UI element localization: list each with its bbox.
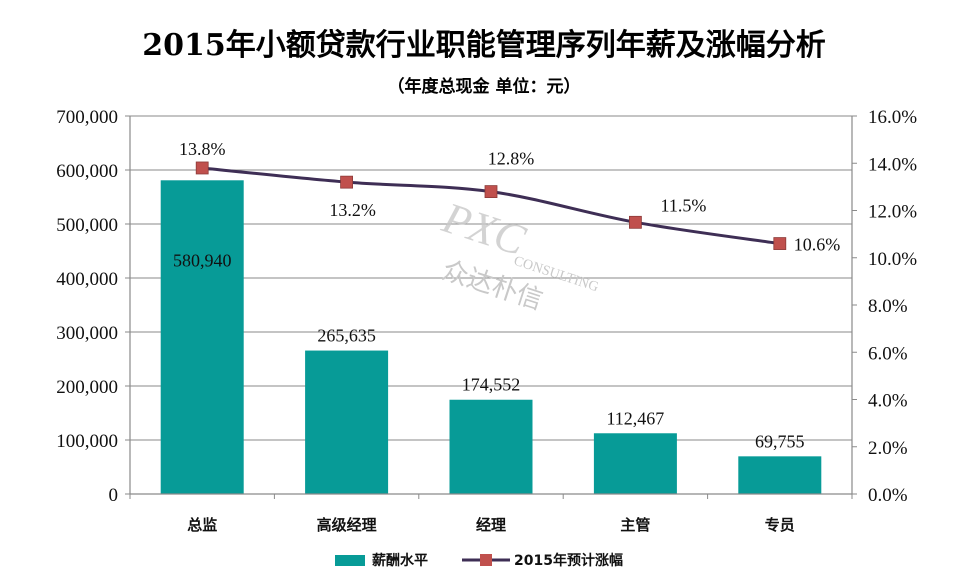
line-marker-0 (195, 161, 209, 175)
chart-title: 2015年小额贷款行业职能管理序列年薪及涨幅分析 (142, 28, 826, 63)
bar-value-label-3: 112,467 (606, 408, 664, 428)
line-value-label-4: 10.6% (794, 235, 841, 255)
y-right-tick-label-4: 8.0% (868, 296, 908, 317)
bar-value-label-2: 174,552 (462, 375, 521, 395)
y-left-tick-label-1: 100,000 (56, 431, 118, 452)
bar-0 (160, 180, 244, 494)
watermark: PXC CONSULTING 众达朴信 (436, 193, 600, 317)
y-left-tick-label-3: 300,000 (56, 323, 118, 344)
bar-value-label-4: 69,755 (755, 431, 805, 451)
y-right-tick-label-7: 14.0% (868, 154, 917, 175)
y-right-tick-label-6: 12.0% (868, 202, 917, 223)
chart-subtitle: （年度总现金 单位：元） (388, 76, 581, 97)
bar-4 (738, 456, 822, 494)
bar-3 (593, 433, 677, 494)
bar-value-label-0: 580,940 (173, 250, 232, 270)
axes (125, 115, 857, 499)
y-left-tick-label-4: 400,000 (56, 269, 118, 290)
category-label-2: 经理 (476, 516, 506, 534)
y-left-tick-label-0: 0 (109, 485, 119, 506)
y-left-tick-label-5: 500,000 (56, 215, 118, 236)
line-value-label-0: 13.8% (179, 139, 226, 159)
line-value-label-1: 13.2% (329, 200, 376, 220)
y-left-ticks: 0 100,000 200,000 300,000 400,000 500,000 600,… (56, 107, 118, 506)
line-value-label-3: 11.5% (660, 195, 706, 215)
y-left-tick-label-7: 700,000 (56, 107, 118, 128)
y-right-tick-label-8: 16.0% (868, 107, 917, 128)
y-right-tick-label-1: 2.0% (868, 438, 908, 459)
legend-swatch-marker (480, 554, 492, 566)
bar-2 (449, 399, 533, 494)
legend-label-bar: 薪酬水平 (372, 552, 428, 569)
legend-swatch-bar (335, 555, 365, 566)
line-series (195, 161, 787, 250)
y-right-tick-label-2: 4.0% (868, 391, 908, 412)
category-label-0: 总监 (187, 516, 217, 534)
y-right-tick-label-3: 6.0% (868, 343, 908, 364)
data-labels: 580,940 265,635 174,552 112,467 69,755 13.8% 1… (173, 139, 840, 451)
bar-value-label-1: 265,635 (317, 326, 376, 346)
line-marker-1 (340, 175, 354, 189)
legend-label-line: 2015年预计涨幅 (514, 552, 623, 569)
category-label-4: 专员 (765, 516, 795, 534)
y-left-tick-label-2: 200,000 (56, 377, 118, 398)
y-right-tick-label-0: 0.0% (868, 485, 908, 506)
y-left-tick-label-6: 600,000 (56, 161, 118, 182)
category-label-1: 高级经理 (317, 516, 377, 534)
y-right-tick-label-5: 10.0% (868, 249, 917, 270)
bar-series (160, 180, 822, 494)
line-marker-2 (484, 185, 498, 199)
legend: 薪酬水平 2015年预计涨幅 (335, 552, 623, 569)
gridlines (130, 115, 852, 441)
x-categories: 总监 高级经理 经理 主管 专员 (187, 516, 795, 534)
y-right-ticks: 0.0% 2.0% 4.0% 6.0% 8.0% 10.0% 12.0% 14.0% 16.0% (868, 107, 917, 506)
line-value-label-2: 12.8% (488, 149, 535, 169)
category-label-3: 主管 (620, 516, 650, 534)
line-marker-4 (773, 237, 787, 250)
bar-1 (305, 350, 389, 494)
line-marker-3 (629, 215, 642, 229)
